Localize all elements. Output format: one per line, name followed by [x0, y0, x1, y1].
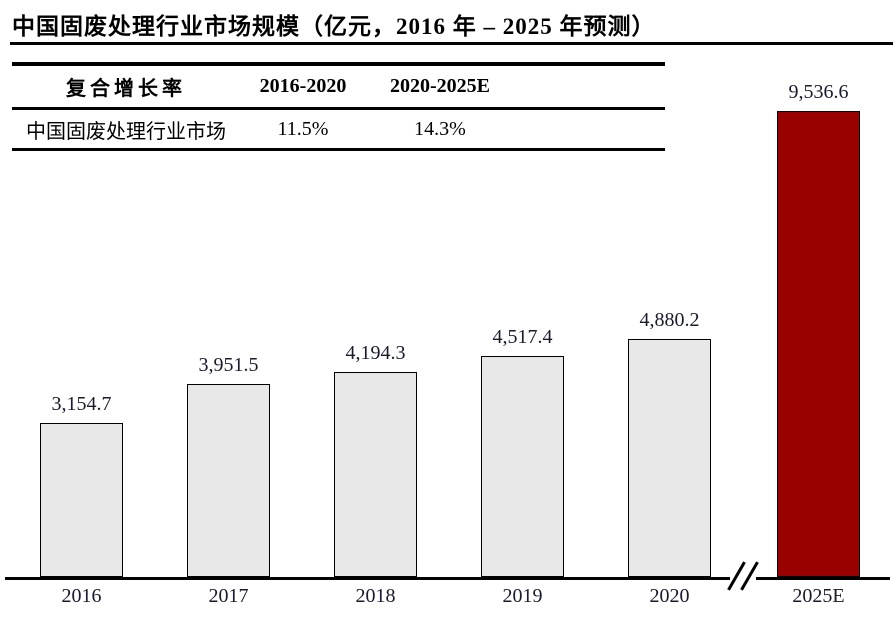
bar-2016: [40, 423, 123, 577]
cagr-table-data-row: 中国固废处理行业市场 11.5% 14.3%: [12, 110, 665, 148]
bar-value-label: 4,880.2: [639, 309, 700, 331]
x-axis-tick-label: 2017: [208, 585, 249, 607]
cagr-header-metric: 复合增长率: [66, 78, 186, 100]
axis-break-gap: [730, 576, 756, 581]
bar-value-label: 4,517.4: [492, 326, 553, 348]
bar-value-label: 3,154.7: [51, 393, 112, 415]
x-axis-tick-label: 2018: [355, 585, 396, 607]
cagr-value-2020-2025e: 14.3%: [414, 117, 466, 140]
cagr-header-2020-2025e: 2020-2025E: [390, 75, 490, 97]
bar-2019: [481, 356, 564, 577]
title-rule: [10, 42, 893, 45]
bar-2018: [334, 372, 417, 577]
chart-title: 中国固废处理行业市场规模（亿元，2016 年 – 2025 年预测）: [12, 14, 656, 39]
bar-2017: [187, 384, 270, 577]
bar-value-label: 9,536.6: [788, 81, 849, 103]
cagr-table: 复合增长率 2016-2020 2020-2025E 中国固废处理行业市场 11…: [12, 62, 665, 151]
cagr-value-2016-2020: 11.5%: [277, 117, 329, 140]
x-axis-line: [5, 577, 890, 580]
x-axis-tick-label: 2025E: [792, 585, 845, 607]
bar-2020: [628, 339, 711, 577]
cagr-header-2016-2020: 2016-2020: [259, 75, 347, 97]
x-axis-tick-label: 2019: [502, 585, 543, 607]
x-axis-tick-label: 2020: [649, 585, 690, 607]
cagr-table-header-row: 复合增长率 2016-2020 2020-2025E: [12, 66, 665, 110]
bar-value-label: 3,951.5: [198, 354, 259, 376]
cagr-row-label: 中国固废处理行业市场: [26, 120, 226, 143]
x-axis-tick-label: 2016: [61, 585, 102, 607]
bar-2025E: [777, 111, 860, 577]
bar-value-label: 4,194.3: [345, 342, 406, 364]
